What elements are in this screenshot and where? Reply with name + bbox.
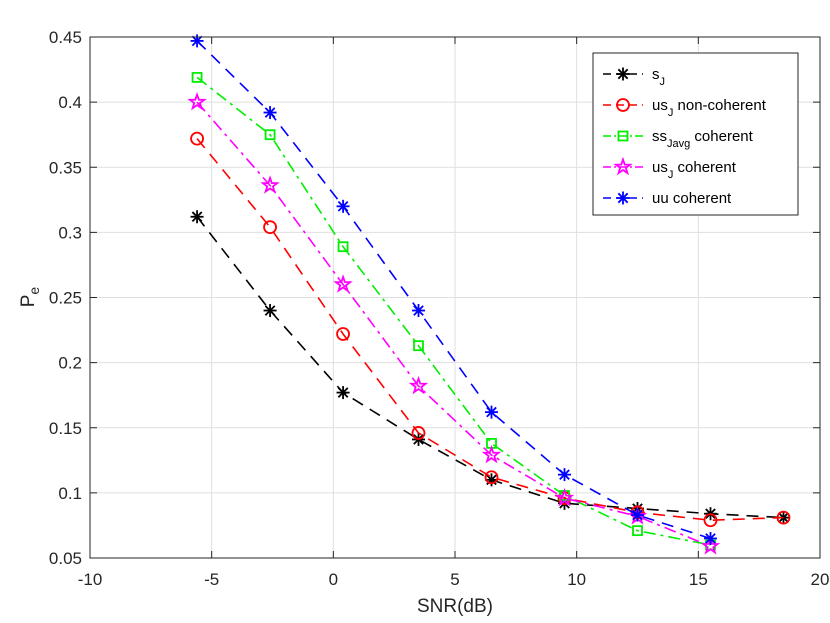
x-axis-title: SNR(dB)	[417, 596, 493, 617]
legend-label-main: s	[652, 66, 660, 83]
data-point-us-j-coherent	[408, 375, 429, 395]
legend-entry-ss-javg-coherent: ssJavg coherent	[603, 128, 754, 150]
data-point-ss-javg-coherent	[632, 525, 643, 537]
x-tick-labels: -10 -5 0 5 10 15 20	[78, 570, 830, 589]
data-point-us-j-non-coherent	[190, 131, 204, 146]
legend-label: ssJavg coherent	[652, 128, 754, 150]
y-tick-label: 0.45	[49, 28, 82, 47]
y-tick-label: 0.4	[58, 93, 82, 112]
svg-text:Pe: Pe	[18, 287, 42, 308]
data-point-us-j-non-coherent	[484, 470, 499, 485]
legend-label-rest: non-coherent	[673, 97, 766, 114]
data-point-us-j-coherent	[481, 444, 502, 464]
data-point-uu-coherent	[336, 199, 350, 213]
legend-marker	[616, 67, 630, 81]
legend-label-main: ss	[652, 128, 667, 145]
data-point-us-j-non-coherent	[411, 426, 426, 440]
y-tick-label: 0.15	[49, 419, 82, 438]
data-point-uu-coherent	[558, 468, 571, 482]
data-point-ss-javg-coherent	[191, 71, 203, 83]
data-point-uu-coherent	[631, 508, 644, 522]
data-point-us-j-non-coherent	[703, 513, 718, 528]
axis-ticks	[89, 36, 821, 559]
legend-label-subscript: J	[660, 76, 666, 88]
data-point-us-j-coherent	[333, 274, 353, 293]
legend-label-main: uu coherent	[652, 190, 732, 207]
legend-label: usJ coherent	[652, 159, 737, 181]
data-point-us-j-coherent	[187, 91, 207, 111]
legend-marker	[616, 191, 630, 205]
legend-label: sJ	[652, 66, 665, 88]
series-line-ss-javg-coherent	[196, 76, 711, 546]
series-group	[187, 34, 791, 555]
legend-marker	[617, 130, 629, 142]
y-axis-title-subscript: e	[26, 287, 42, 295]
y-axis-title-group: Pe	[18, 287, 42, 308]
y-axis-title: P	[18, 295, 39, 308]
series-uu-coherent	[190, 34, 717, 545]
legend-label-main: us	[652, 159, 668, 176]
y-tick-labels: 0.05 0.1 0.15 0.2 0.25 0.3 0.35 0.4 0.45	[49, 28, 82, 568]
y-tick-label: 0.3	[58, 223, 82, 242]
legend-label-subscript: J	[668, 107, 674, 119]
series-us-j-coherent	[187, 91, 721, 555]
legend-label-subscript: Javg	[667, 138, 690, 150]
data-point-uu-coherent	[485, 405, 498, 419]
series-us-j-non-coherent	[190, 131, 791, 528]
data-point-uu-coherent	[704, 531, 717, 545]
data-point-us-j-coherent	[260, 175, 280, 194]
legend-marker	[616, 98, 630, 112]
y-tick-label: 0.35	[49, 158, 82, 177]
x-tick-label: -10	[78, 570, 103, 589]
data-point-ss-javg-coherent	[413, 340, 424, 352]
y-tick-label: 0.1	[58, 484, 82, 503]
y-tick-label: 0.05	[49, 549, 82, 568]
data-point-us-j-coherent	[700, 536, 721, 555]
data-point-ss-javg-coherent	[264, 129, 276, 141]
y-tick-label: 0.2	[58, 354, 82, 373]
legend-entry-us-j-non-coherent: usJ non-coherent	[603, 97, 767, 119]
data-point-uu-coherent	[190, 34, 204, 48]
data-point-s-j	[190, 210, 204, 224]
data-point-us-j-non-coherent	[263, 220, 277, 235]
legend-label-rest: coherent	[690, 128, 753, 145]
x-tick-label: 5	[450, 570, 459, 589]
legend-marker	[613, 156, 633, 176]
x-tick-label: 20	[811, 570, 830, 589]
data-point-us-j-coherent	[554, 487, 575, 507]
legend-label: usJ non-coherent	[652, 97, 767, 119]
data-point-us-j-non-coherent	[336, 327, 350, 341]
x-tick-label: 15	[689, 570, 708, 589]
data-point-us-j-non-coherent	[776, 510, 791, 525]
y-tick-label: 0.25	[49, 289, 82, 308]
series-line-us-j-coherent	[196, 101, 711, 548]
legend-label: uu coherent	[652, 190, 732, 207]
series-line-uu-coherent	[196, 40, 711, 540]
data-point-s-j	[336, 386, 350, 400]
data-point-s-j	[263, 304, 277, 318]
data-point-ss-javg-coherent	[337, 241, 349, 253]
data-point-uu-coherent	[263, 106, 277, 120]
data-point-uu-coherent	[412, 304, 425, 318]
legend-entry-uu-coherent: uu coherent	[603, 190, 732, 207]
legend-entry-s-j: sJ	[603, 66, 665, 88]
legend-label-main: us	[652, 97, 668, 114]
x-tick-label: 0	[329, 570, 338, 589]
x-tick-label: 10	[567, 570, 586, 589]
legend-entry-us-j-coherent: usJ coherent	[603, 156, 737, 181]
legend-label-subscript: J	[668, 169, 674, 181]
x-tick-label: -5	[204, 570, 219, 589]
legend-label-rest: coherent	[673, 159, 736, 176]
